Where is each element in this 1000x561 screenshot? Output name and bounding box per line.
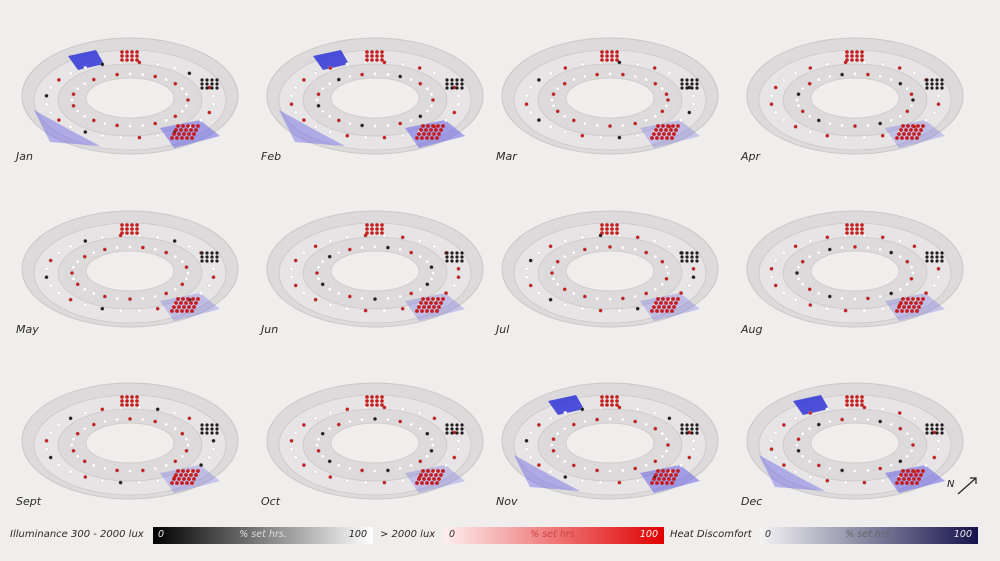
legend-illuminance-label: Illuminance 300 - 2000 lux xyxy=(10,529,144,540)
illuminance-min: 0 xyxy=(158,529,165,540)
month-panel: Aug xyxy=(735,183,975,355)
month-label: Feb xyxy=(261,150,282,163)
legend-over-label: > 2000 lux xyxy=(380,529,436,540)
spiral-ring-diagram xyxy=(501,382,719,500)
month-label: Jan xyxy=(16,150,33,163)
month-panel: Dec xyxy=(735,355,975,527)
month-label: May xyxy=(16,323,39,336)
spiral-ring-diagram xyxy=(266,382,484,500)
illuminance-max: 100 xyxy=(348,529,367,540)
spiral-ring-diagram xyxy=(501,37,719,155)
over-min: 0 xyxy=(449,529,456,540)
over-mid: % set hrs. xyxy=(530,529,578,540)
over-max: 100 xyxy=(639,529,658,540)
month-label: Dec xyxy=(741,495,763,508)
spiral-ring-diagram xyxy=(746,210,964,328)
illuminance-mid: % set hrs. xyxy=(239,529,287,540)
heat-mid: % set hrs. xyxy=(845,529,893,540)
heat-max: 100 xyxy=(953,529,972,540)
month-label: Sept xyxy=(16,495,42,508)
over-colorbar: 0 % set hrs. 100 xyxy=(444,527,664,544)
north-arrow-icon: N xyxy=(947,477,977,495)
legend: Illuminance 300 - 2000 lux 0 % set hrs. … xyxy=(0,524,1000,548)
month-panel: Feb xyxy=(255,10,495,182)
month-panel: Mar xyxy=(490,10,730,182)
month-panel: Jul xyxy=(490,183,730,355)
month-label: Oct xyxy=(261,495,281,508)
month-label: Apr xyxy=(741,150,761,163)
spiral-ring-diagram xyxy=(266,37,484,155)
month-label: Jul xyxy=(496,323,510,336)
month-label: Nov xyxy=(496,495,518,508)
month-panel: Apr xyxy=(735,10,975,182)
month-panel: Nov xyxy=(490,355,730,527)
spiral-ring-diagram xyxy=(21,382,239,500)
month-panel: Jan xyxy=(10,10,250,182)
month-label: Jun xyxy=(261,323,279,336)
month-grid: Jan Feb Mar Apr May Jun Jul Aug Sept Oct Nov Dec xyxy=(10,10,975,508)
heat-colorbar: 0 % set hrs. 100 xyxy=(760,527,978,544)
heat-min: 0 xyxy=(765,529,772,540)
month-panel: Oct xyxy=(255,355,495,527)
spiral-ring-diagram xyxy=(501,210,719,328)
svg-text:N: N xyxy=(947,479,955,490)
spiral-ring-diagram xyxy=(21,37,239,155)
month-label: Aug xyxy=(741,323,763,336)
illuminance-colorbar: 0 % set hrs. 100 xyxy=(153,527,373,544)
month-panel: Sept xyxy=(10,355,250,527)
month-panel: Jun xyxy=(255,183,495,355)
spiral-ring-diagram xyxy=(746,382,964,500)
spiral-ring-diagram xyxy=(266,210,484,328)
spiral-ring-diagram xyxy=(746,37,964,155)
month-panel: May xyxy=(10,183,250,355)
legend-heat-label: Heat Discomfort xyxy=(670,529,752,540)
month-label: Mar xyxy=(496,150,517,163)
spiral-ring-diagram xyxy=(21,210,239,328)
